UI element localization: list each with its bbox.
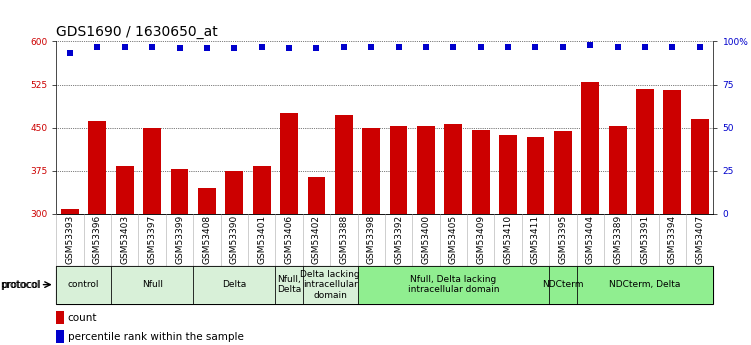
Text: Nfull,
Delta: Nfull, Delta bbox=[277, 275, 301, 294]
Point bbox=[365, 44, 377, 49]
Text: count: count bbox=[68, 313, 97, 323]
Text: protocol: protocol bbox=[1, 280, 41, 289]
Text: GSM53390: GSM53390 bbox=[230, 215, 239, 264]
Text: GSM53388: GSM53388 bbox=[339, 215, 348, 264]
Bar bbox=[56, 330, 65, 343]
Bar bbox=[303, 266, 357, 304]
Text: GSM53393: GSM53393 bbox=[65, 215, 74, 264]
Text: GDS1690 / 1630650_at: GDS1690 / 1630650_at bbox=[56, 25, 218, 39]
Text: GSM53389: GSM53389 bbox=[613, 215, 622, 264]
Bar bbox=[526, 137, 544, 214]
Point bbox=[694, 44, 706, 49]
Text: GSM53408: GSM53408 bbox=[203, 215, 212, 264]
Point bbox=[283, 46, 295, 51]
Text: GSM53409: GSM53409 bbox=[476, 215, 485, 264]
Point bbox=[529, 44, 541, 49]
Bar bbox=[89, 121, 107, 214]
Bar bbox=[61, 209, 79, 214]
Point bbox=[146, 44, 158, 49]
Point bbox=[666, 44, 678, 49]
Point bbox=[502, 44, 514, 49]
Bar bbox=[143, 128, 161, 214]
Text: protocol: protocol bbox=[0, 280, 40, 289]
Bar bbox=[280, 113, 298, 214]
Bar bbox=[581, 82, 599, 214]
Text: NDCterm: NDCterm bbox=[542, 280, 584, 289]
Point bbox=[393, 44, 405, 49]
Text: GSM53407: GSM53407 bbox=[695, 215, 704, 264]
Point bbox=[92, 44, 104, 49]
Bar bbox=[335, 115, 353, 214]
Text: Delta lacking
intracellular
domain: Delta lacking intracellular domain bbox=[300, 270, 360, 299]
Text: GSM53402: GSM53402 bbox=[312, 215, 321, 264]
Bar bbox=[193, 266, 276, 304]
Text: GSM53397: GSM53397 bbox=[148, 215, 157, 264]
Bar bbox=[554, 130, 572, 214]
Bar bbox=[549, 266, 577, 304]
Text: GSM53395: GSM53395 bbox=[558, 215, 567, 264]
Bar bbox=[445, 124, 462, 214]
Bar bbox=[116, 166, 134, 214]
Bar bbox=[357, 266, 549, 304]
Point bbox=[475, 44, 487, 49]
Point bbox=[639, 44, 651, 49]
Text: NDCterm, Delta: NDCterm, Delta bbox=[609, 280, 680, 289]
Bar bbox=[308, 177, 325, 214]
Point bbox=[255, 44, 267, 49]
Bar bbox=[390, 127, 408, 214]
Text: control: control bbox=[68, 280, 99, 289]
Bar bbox=[663, 90, 681, 214]
Bar bbox=[111, 266, 193, 304]
Bar bbox=[56, 266, 111, 304]
Text: GSM53403: GSM53403 bbox=[120, 215, 129, 264]
Text: GSM53398: GSM53398 bbox=[366, 215, 376, 264]
Point bbox=[611, 44, 623, 49]
Text: GSM53406: GSM53406 bbox=[285, 215, 294, 264]
Point bbox=[338, 44, 350, 49]
Point bbox=[201, 46, 213, 51]
Point bbox=[119, 44, 131, 49]
Bar bbox=[170, 169, 189, 214]
Bar bbox=[56, 311, 65, 324]
Point bbox=[64, 51, 76, 56]
Text: GSM53411: GSM53411 bbox=[531, 215, 540, 264]
Bar bbox=[198, 188, 216, 214]
Text: GSM53391: GSM53391 bbox=[641, 215, 650, 264]
Text: Nfull, Delta lacking
intracellular domain: Nfull, Delta lacking intracellular domai… bbox=[408, 275, 499, 294]
Bar bbox=[225, 171, 243, 214]
Text: GSM53401: GSM53401 bbox=[257, 215, 266, 264]
Bar bbox=[691, 119, 709, 214]
Text: percentile rank within the sample: percentile rank within the sample bbox=[68, 332, 243, 342]
Text: GSM53405: GSM53405 bbox=[449, 215, 458, 264]
Bar bbox=[276, 266, 303, 304]
Text: GSM53410: GSM53410 bbox=[504, 215, 513, 264]
Text: GSM53392: GSM53392 bbox=[394, 215, 403, 264]
Text: GSM53394: GSM53394 bbox=[668, 215, 677, 264]
Text: Delta: Delta bbox=[222, 280, 246, 289]
Point bbox=[310, 46, 322, 51]
Bar bbox=[636, 89, 654, 214]
Text: GSM53400: GSM53400 bbox=[421, 215, 430, 264]
Bar bbox=[472, 130, 490, 214]
Bar bbox=[253, 166, 270, 214]
Bar bbox=[499, 135, 517, 214]
Text: GSM53399: GSM53399 bbox=[175, 215, 184, 264]
Text: Nfull: Nfull bbox=[142, 280, 163, 289]
Text: GSM53396: GSM53396 bbox=[93, 215, 102, 264]
Point bbox=[448, 44, 460, 49]
Bar bbox=[362, 128, 380, 214]
Point bbox=[228, 46, 240, 51]
Bar bbox=[577, 266, 713, 304]
Point bbox=[584, 42, 596, 48]
Point bbox=[173, 46, 185, 51]
Point bbox=[420, 44, 432, 49]
Text: GSM53404: GSM53404 bbox=[586, 215, 595, 264]
Point bbox=[556, 44, 569, 49]
Bar bbox=[417, 126, 435, 214]
Bar bbox=[609, 127, 626, 214]
